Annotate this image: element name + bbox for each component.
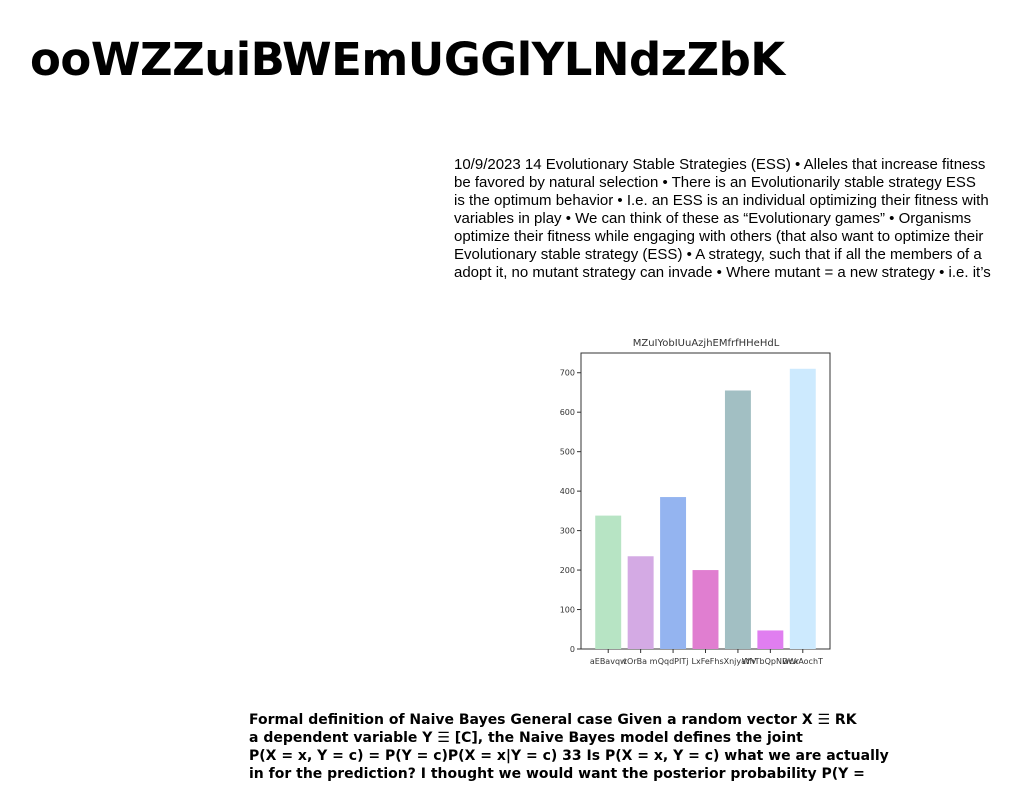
y-axis: 0 100 200 300 400 500 600 700 — [560, 369, 581, 654]
body-line: Evolutionary stable strategy (ESS) • A s… — [454, 246, 982, 263]
y-tick-label: 300 — [560, 527, 575, 536]
body-line: be favored by natural selection • There … — [454, 174, 976, 191]
footer-line: a dependent variable Y ☰ [C], the Naive … — [249, 730, 803, 746]
y-tick-label: 700 — [560, 369, 575, 378]
x-tick-label: WhTbQpNDWr — [742, 657, 800, 666]
y-tick-label: 400 — [560, 487, 575, 496]
x-tick-label: sXnjyaYV — [719, 657, 756, 666]
y-tick-label: 200 — [560, 566, 575, 575]
body-line: adopt it, no mutant strategy can invade … — [454, 264, 991, 281]
y-tick-label: 100 — [560, 606, 575, 615]
body-line: is the optimum behavior • I.e. an ESS is… — [454, 192, 989, 209]
x-tick-label: LxFeFh — [692, 657, 720, 666]
x-tick-label: aEBavqw — [590, 657, 627, 666]
body-line: optimize their fitness while engaging wi… — [454, 228, 984, 245]
x-tick-label: QqdPITj — [658, 657, 689, 666]
chart-title: MZuIYobIUuAzjhEMfrfHHeHdL — [633, 338, 780, 349]
bars — [595, 368, 816, 649]
bar-chart-svg: MZuIYobIUuAzjhEMfrfHHeHdL 0 100 200 300 400 5… — [560, 338, 831, 666]
footer-text: Formal definition of Naive Bayes General… — [249, 711, 909, 783]
footer-line: in for the prediction? I thought we woul… — [249, 766, 865, 782]
bar-qqdpitj — [660, 497, 687, 649]
page-title: ooWZZuiBWEmUGGlYLNdzZbK — [30, 33, 785, 86]
bar-lxfefh — [692, 570, 719, 649]
body-line: 10/9/2023 14 Evolutionary Stable Strateg… — [454, 156, 986, 173]
y-tick-label: 500 — [560, 448, 575, 457]
bar-chart: MZuIYobIUuAzjhEMfrfHHeHdL 0 100 200 300 400 5… — [540, 330, 840, 670]
bar-torba-m — [627, 556, 654, 649]
x-tick-label: tOrBa m — [624, 657, 658, 666]
x-tick-label: wcxAochT — [783, 657, 823, 666]
bar-wcxaocht — [789, 368, 816, 649]
y-tick-label: 0 — [570, 645, 575, 654]
body-line: variables in play • We can think of thes… — [454, 210, 972, 227]
body-text: 10/9/2023 14 Evolutionary Stable Strateg… — [454, 156, 1024, 282]
y-tick-label: 600 — [560, 408, 575, 417]
footer-line: Formal definition of Naive Bayes General… — [249, 712, 857, 728]
bar-sxnjyayv — [724, 390, 751, 649]
bar-aebavqw — [595, 515, 622, 649]
bar-whtbqpndwr — [757, 630, 784, 649]
footer-line: P(X = x, Y = c) = P(Y = c)P(X = x|Y = c)… — [249, 748, 889, 764]
